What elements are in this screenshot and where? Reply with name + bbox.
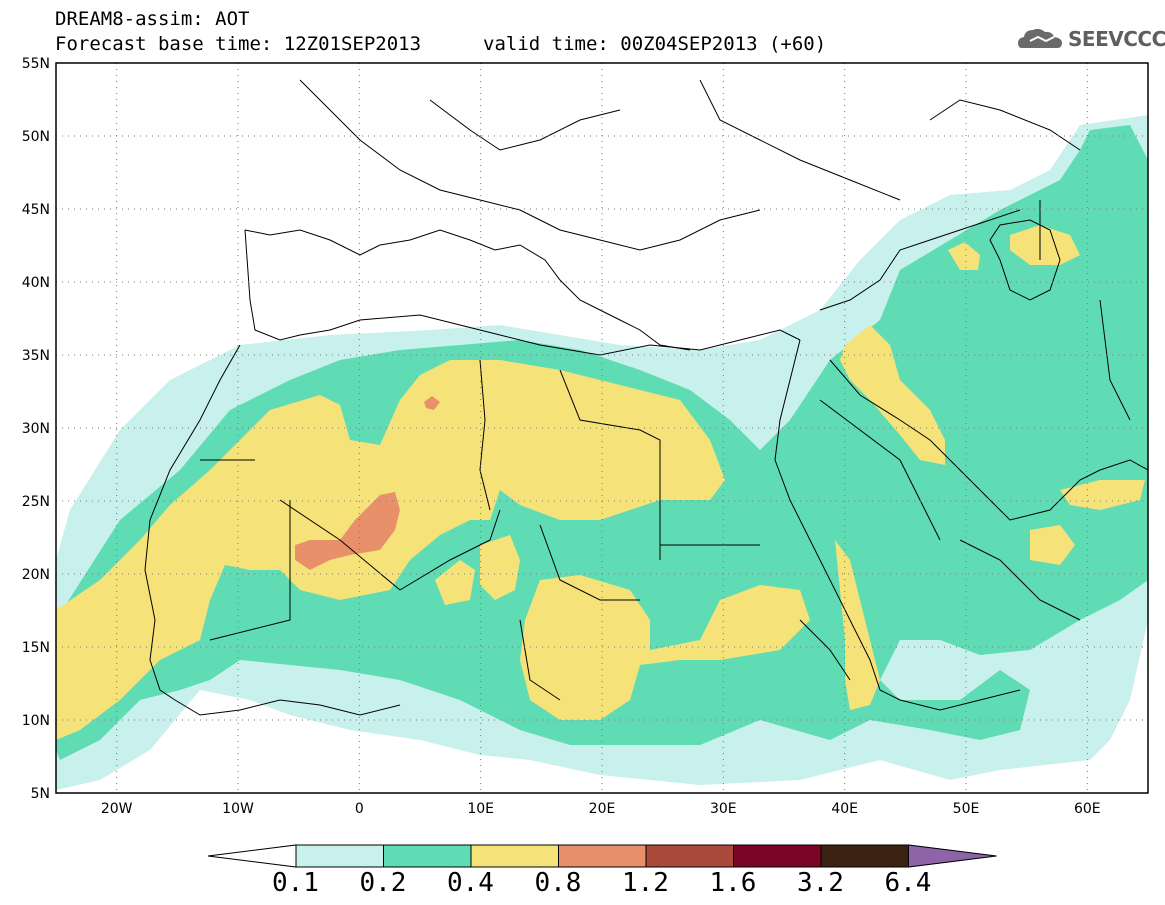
lat-tick-label: 30N [22, 421, 50, 437]
colorbar-level-label: 0.1 [272, 868, 319, 898]
aot-band-0.8-spot [424, 396, 440, 410]
colorbar-segment [383, 844, 472, 868]
lat-tick-label: 15N [22, 640, 50, 656]
lon-tick-label: 50E [953, 801, 980, 817]
aot-band-0.4-central [520, 575, 810, 720]
lat-tick-label: 50N [22, 129, 50, 145]
logo-text: SEEVCCC [1068, 27, 1165, 51]
valid-time-label: valid time: 00Z04SEP2013 (+60) [483, 33, 827, 55]
aot-band-0.4-caucasus [948, 242, 980, 270]
colorbar-level-label: 0.4 [447, 868, 494, 898]
colorbar-high-arrow [908, 844, 997, 868]
lon-tick-label: 10E [467, 801, 494, 817]
aot-band-0.4-redsea [835, 540, 880, 710]
lat-tick-label: 10N [22, 713, 50, 729]
colorbar-segment [295, 844, 384, 868]
lon-axis: 20W 10W 0 10E 20E 30E 40E 50E 60E [101, 801, 1101, 817]
colorbar-low-arrow [207, 844, 297, 868]
base-time-label: Forecast base time: 12Z01SEP2013 [55, 33, 422, 55]
lon-tick-label: 60E [1074, 801, 1101, 817]
colorbar-level-label: 0.8 [534, 868, 582, 898]
coastlines [144, 79, 1148, 716]
lat-tick-label: 35N [22, 348, 50, 364]
lat-tick-label: 45N [22, 202, 50, 218]
lat-tick-label: 40N [22, 275, 50, 291]
graticule [56, 63, 1148, 793]
lon-tick-label: 30E [710, 801, 737, 817]
lon-tick-label: 20W [101, 801, 133, 817]
colorbar-level-label: 0.2 [359, 868, 407, 898]
colorbar-level-label: 1.2 [622, 868, 669, 898]
chart-title: DREAM8-assim: AOT [55, 8, 250, 30]
lon-tick-label: 40E [831, 801, 858, 817]
colorbar-segment [820, 844, 909, 868]
aot-band-0.4-niger [480, 535, 520, 600]
lat-tick-label: 55N [22, 56, 50, 72]
aot-band-0.4-caspian [1010, 225, 1080, 265]
aot-band-0.4-gulf [1060, 480, 1145, 510]
aot-band-0.4-iraq [840, 325, 945, 465]
aot-band-0.4-west [56, 360, 725, 740]
colorbar-level-label: 1.6 [709, 868, 757, 898]
lat-tick-label: 20N [22, 567, 50, 583]
colorbar-level-label: 6.4 [884, 868, 932, 898]
lon-tick-label: 0 [355, 801, 364, 817]
lat-tick-label: 25N [22, 494, 50, 510]
colorbar-segment [470, 844, 559, 868]
lat-axis: 5N 10N 15N 20N 25N 30N 35N 40N 45N 50N 55N [22, 56, 50, 802]
aot-field [56, 63, 1148, 793]
colorbar [207, 844, 997, 868]
aot-band-0.8 [295, 492, 400, 570]
colorbar-segment [645, 844, 734, 868]
colorbar-level-label: 3.2 [797, 868, 844, 898]
colorbar-segment [558, 844, 647, 868]
lon-tick-label: 20E [589, 801, 616, 817]
aot-band-0.4-chad [435, 560, 475, 605]
colorbar-segment [733, 844, 822, 868]
cloud-icon [1018, 28, 1062, 48]
lat-tick-label: 5N [31, 786, 50, 802]
map-frame [55, 62, 1149, 794]
aot-band-0.4-oman [1030, 525, 1075, 565]
lon-tick-label: 10W [222, 801, 254, 817]
